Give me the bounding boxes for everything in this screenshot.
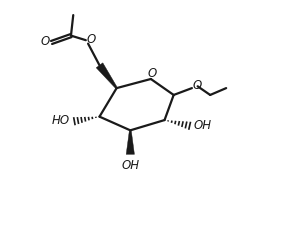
Polygon shape xyxy=(126,130,134,154)
Text: OH: OH xyxy=(122,159,140,172)
Text: O: O xyxy=(86,33,95,46)
Text: O: O xyxy=(192,79,202,92)
Text: O: O xyxy=(41,35,50,48)
Text: O: O xyxy=(147,67,157,80)
Text: OH: OH xyxy=(193,119,211,132)
Text: HO: HO xyxy=(52,114,70,127)
Polygon shape xyxy=(96,63,117,89)
